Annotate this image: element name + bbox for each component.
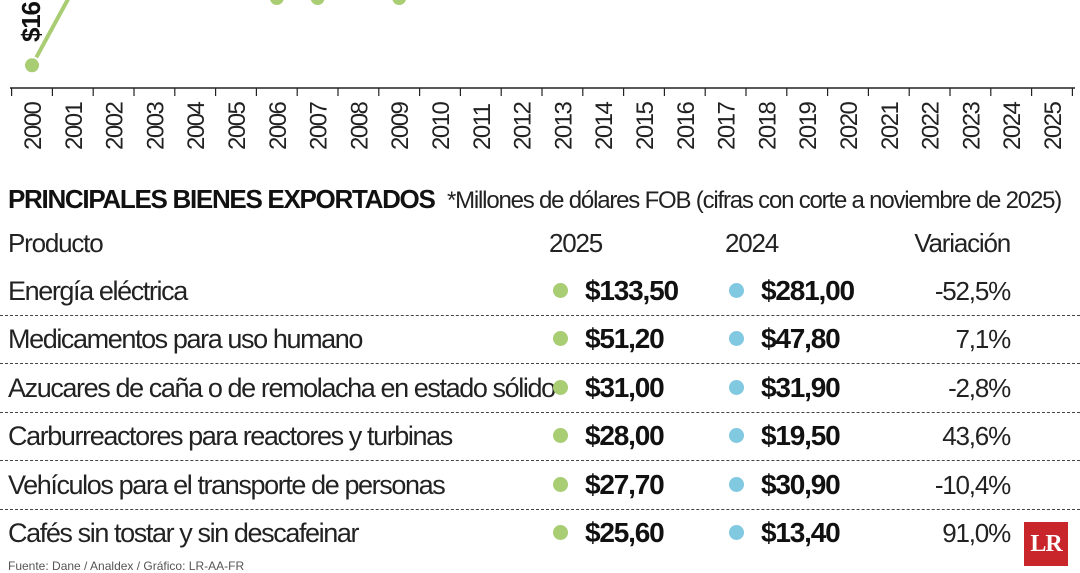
table-title: PRINCIPALES BIENES EXPORTADOS [8,184,436,214]
table-row: Carburreactores para reactores y turbina… [0,412,1080,461]
product-name: Cafés sin tostar y sin descafeinar [8,518,359,548]
x-tick-label: 2016 [673,101,700,150]
dot-2024 [729,283,744,298]
dot-2025 [553,525,568,540]
value-2024: $19,50 [761,420,841,451]
x-tick-label: 2005 [224,101,251,150]
x-tick-label: 2002 [102,101,129,150]
dot-2024 [729,331,744,346]
value-2025: $133,50 [585,275,679,306]
data-point [308,0,327,7]
x-tick-label: 2019 [795,101,822,150]
table-row: Cafés sin tostar y sin descafeinar $25,6… [0,509,1080,557]
variation-value: -2,8% [948,373,1011,403]
value-2024: $31,90 [761,372,841,403]
x-tick-label: 2001 [61,101,88,150]
value-2024: $30,90 [761,469,841,500]
variation-value: -52,5% [934,276,1011,306]
x-tick-label: 2024 [999,101,1026,150]
value-2025: $51,20 [585,323,665,354]
x-tick-label: 2023 [958,101,985,150]
variation-value: 43,6% [942,421,1011,451]
x-tick-label: 2018 [754,101,781,150]
value-2024: $281,00 [761,275,855,306]
line-chart: 2000 2001 2002 2003 2004 2005 2006 2007 2008 2009… [10,0,1075,150]
product-name: Azucares de caña o de remolacha en estad… [8,373,556,403]
product-name: Carburreactores para reactores y turbina… [8,421,453,451]
dot-2024 [729,380,744,395]
x-tick-label: 2006 [265,101,292,150]
value-2025: $31,00 [585,372,665,403]
x-tick-label: 2000 [20,101,47,150]
dot-2024 [729,477,744,492]
table-row: Medicamentos para uso humano $51,20 $47,… [0,315,1080,364]
x-tick-label: 2007 [306,101,333,150]
dot-2025 [553,283,568,298]
x-tick-label: 2004 [183,101,210,150]
dot-2025 [553,331,568,346]
header-2025: 2025 [549,228,603,258]
x-tick-label: 2009 [387,101,414,150]
x-tick-label: 2025 [1040,101,1067,150]
x-tick-label: 2021 [877,101,904,150]
variation-value: 7,1% [955,324,1012,354]
value-2025: $27,70 [585,469,665,500]
x-tick-label: 2003 [142,101,169,150]
value-2024: $13,40 [761,517,841,548]
x-tick-label: 2020 [836,101,863,150]
source-note: Fuente: Dane / Analdex / Gráfico: LR-AA-… [8,559,245,573]
data-point [23,56,41,75]
dot-2025 [553,428,568,443]
dot-2025 [553,477,568,492]
x-tick-label: 2011 [469,103,496,150]
data-point [390,0,408,7]
product-name: Energía eléctrica [8,276,188,306]
data-point [149,0,160,2]
table-title-row: PRINCIPALES BIENES EXPORTADOS *Millones … [8,180,1078,223]
x-tick-label: 2013 [550,101,577,150]
x-tick-label: 2017 [714,101,741,150]
x-tick-label: 2010 [428,101,455,150]
x-tick-label: 2008 [346,101,373,150]
table-row: Vehículos para el transporte de personas… [0,461,1080,510]
x-tick-label: 2015 [632,101,659,150]
dot-2025 [553,380,568,395]
value-2024: $47,80 [761,323,841,354]
header-2024: 2024 [725,228,779,258]
table-row: Azucares de caña o de remolacha en estad… [0,364,1080,413]
value-2025: $25,60 [585,517,665,548]
value-2025: $28,00 [585,420,665,451]
table-row: Energía eléctrica $133,50 $281,00 -52,5% [0,267,1080,316]
data-point [268,0,286,7]
x-tick-label: 2014 [591,101,618,150]
dot-2024 [729,525,744,540]
lr-logo: LR [1024,522,1068,566]
header-product: Producto [8,228,104,258]
x-tick-label: 2022 [918,101,945,150]
variation-value: -10,4% [934,470,1011,500]
product-name: Vehículos para el transporte de personas [8,470,446,500]
dot-2024 [729,428,744,443]
header-variation: Variación [914,228,1011,258]
series-line [30,0,70,67]
x-tick-label: 2012 [510,101,537,150]
product-name: Medicamentos para uso humano [8,324,363,354]
table-subtitle: *Millones de dólares FOB (cifras con cor… [446,187,1062,214]
data-label: $16 [16,1,46,42]
variation-value: 91,0% [942,518,1011,548]
